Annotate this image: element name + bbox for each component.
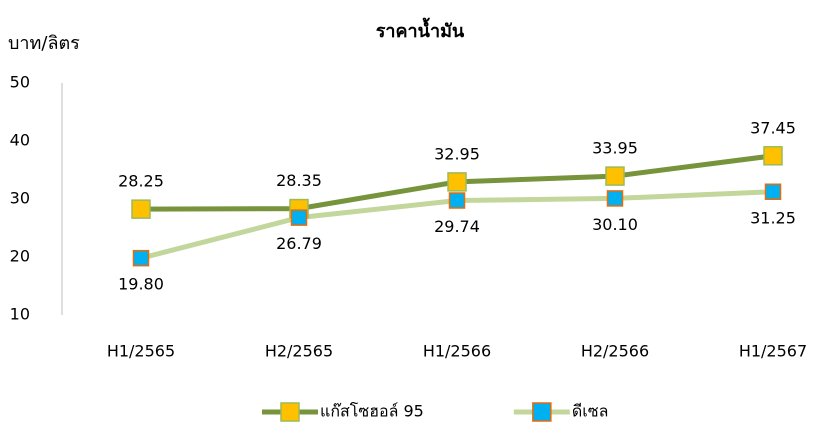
marker bbox=[606, 190, 624, 207]
marker bbox=[132, 249, 150, 267]
x-tick-label: H1/2565 bbox=[107, 342, 175, 361]
data-label: 32.95 bbox=[434, 144, 480, 163]
y-tick-label: 20 bbox=[10, 247, 30, 266]
data-label: 28.35 bbox=[276, 171, 322, 190]
marker bbox=[764, 183, 782, 200]
legend-label: ดีเซล bbox=[572, 402, 609, 421]
marker bbox=[448, 192, 466, 209]
data-label: 37.45 bbox=[750, 118, 796, 137]
y-tick-label: 40 bbox=[10, 131, 30, 150]
marker bbox=[605, 166, 625, 186]
data-label: 28.25 bbox=[118, 172, 164, 191]
x-tick-label: H2/2565 bbox=[265, 342, 333, 361]
y-tick-label: 30 bbox=[10, 189, 30, 208]
y-tick-label: 10 bbox=[10, 305, 30, 324]
y-axis-label: บาท/ลิตร bbox=[8, 33, 80, 54]
marker bbox=[131, 199, 151, 219]
legend-marker bbox=[280, 402, 300, 422]
marker bbox=[763, 146, 783, 166]
data-label: 33.95 bbox=[592, 139, 638, 158]
x-tick-label: H2/2566 bbox=[581, 342, 649, 361]
chart-title: ราคาน้ำมัน bbox=[376, 17, 465, 42]
data-label: 30.10 bbox=[592, 215, 638, 234]
x-tick-label: H1/2567 bbox=[739, 342, 807, 361]
x-tick-label: H1/2566 bbox=[423, 342, 491, 361]
legend-marker bbox=[532, 402, 552, 422]
y-tick-label: 50 bbox=[10, 73, 30, 92]
data-label: 31.25 bbox=[750, 208, 796, 227]
legend-label: แก๊สโซฮอล์ 95 bbox=[320, 402, 424, 421]
data-label: 19.80 bbox=[118, 275, 164, 294]
data-label: 29.74 bbox=[434, 217, 480, 236]
data-label: 26.79 bbox=[276, 234, 322, 253]
marker bbox=[290, 209, 308, 226]
marker bbox=[447, 172, 467, 192]
